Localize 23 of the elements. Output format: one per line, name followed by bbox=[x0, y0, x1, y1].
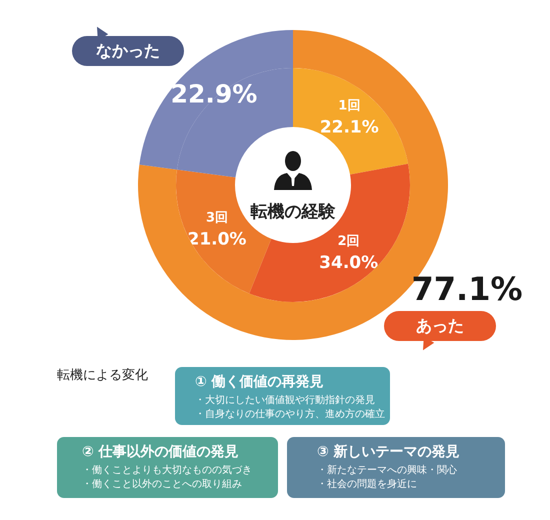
data-label: 21.0% bbox=[187, 229, 246, 250]
slice-label: 3回 bbox=[206, 210, 228, 226]
text: ・働くことよりも大切なものの気づき bbox=[82, 464, 253, 478]
donut-slice bbox=[293, 68, 408, 174]
category-label: ③ 新しいテーマの発見 bbox=[317, 443, 461, 461]
data-label: 77.1% bbox=[411, 270, 523, 308]
text: ・新たなテーマへの興味・関心 bbox=[317, 464, 458, 478]
text: ・働くこと以外のことへの取り組み bbox=[82, 478, 243, 492]
category-label: ② 仕事以外の価値の発見 bbox=[82, 443, 240, 461]
text: ・社会の問題を身近に bbox=[317, 478, 418, 492]
data-label: 22.9% bbox=[170, 80, 258, 109]
text: 転機による変化 bbox=[57, 367, 148, 384]
text: 転機の経験 bbox=[250, 202, 336, 222]
data-label: 34.0% bbox=[319, 253, 378, 274]
data-label: 22.1% bbox=[320, 117, 379, 138]
text: ・大切にしたい価値観や行動指針の発見 bbox=[195, 394, 376, 408]
slice-label: あった bbox=[384, 311, 496, 341]
text: ・自身なりの仕事のやり方、進め方の確立 bbox=[195, 408, 386, 422]
slice-label: 2回 bbox=[338, 234, 360, 250]
slice-label: なかった bbox=[72, 36, 184, 66]
category-label: ① 働く価値の再発見 bbox=[195, 373, 325, 391]
donut-slice bbox=[249, 164, 410, 302]
slice-label: 1回 bbox=[338, 98, 360, 114]
